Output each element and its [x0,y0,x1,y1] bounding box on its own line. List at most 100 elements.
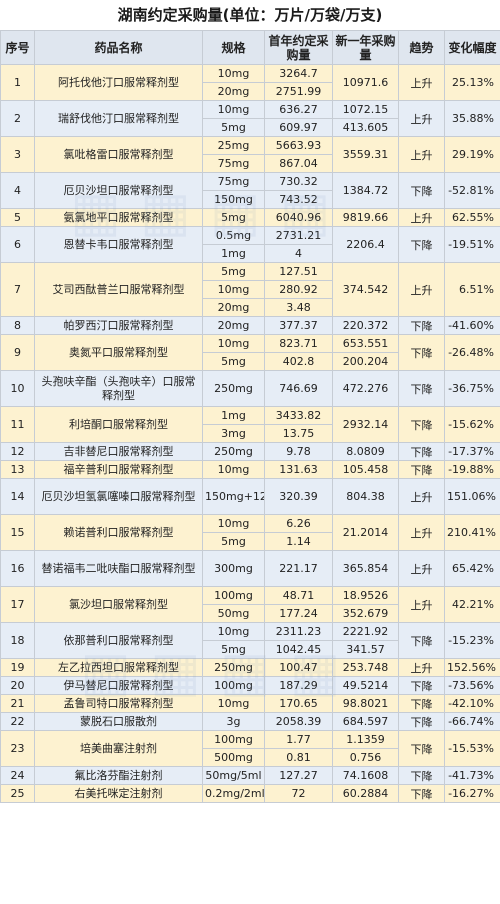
first-year-volume: 3264.7 [264,64,333,83]
first-year-volume: 320.39 [264,478,333,515]
first-year-volume: 2058.39 [264,712,333,731]
change-percent: -42.10% [444,694,500,713]
drug-spec: 75mg [202,172,265,191]
row-number: 20 [0,676,35,695]
header-first-year: 首年约定采购量 [264,30,333,65]
trend-label: 上升 [398,100,445,137]
trend-label: 下降 [398,226,445,263]
drug-spec: 0.5mg [202,226,265,245]
first-year-volume: 0.81 [264,748,333,767]
drug-spec: 10mg [202,622,265,641]
change-percent: 62.55% [444,208,500,227]
row-number: 14 [0,478,35,515]
drug-spec: 50mg [202,604,265,623]
row-number: 15 [0,514,35,551]
first-year-volume: 867.04 [264,154,333,173]
table-row: 8 帕罗西汀口服常释剂型 20mg 377.37 220.372 下降 -41.60% [0,316,500,335]
drug-spec: 100mg [202,730,265,749]
new-year-volume: 1072.15 [332,100,399,119]
first-year-volume: 131.63 [264,460,333,479]
drug-name: 左乙拉西坦口服常释剂型 [34,658,203,677]
row-number: 12 [0,442,35,461]
table-row: 24 氟比洛芬酯注射剂 50mg/5ml 127.27 74.1608 下降 -41.73% [0,766,500,785]
drug-spec: 100mg [202,586,265,605]
first-year-volume: 170.65 [264,694,333,713]
change-percent: 151.06% [444,478,500,515]
new-year-volume: 220.372 [332,316,399,335]
change-percent: 42.21% [444,586,500,623]
new-year-volume: 10971.6 [332,64,399,101]
drug-name: 氟比洛芬酯注射剂 [34,766,203,785]
change-percent: -73.56% [444,676,500,695]
first-year-volume: 48.71 [264,586,333,605]
trend-label: 下降 [398,766,445,785]
table-row: 18 依那普利口服常释剂型 10mg 2311.23 2221.92 下降 -15.23% [0,622,500,659]
trend-label: 上升 [398,658,445,677]
table-row: 20 伊马替尼口服常释剂型 100mg 187.29 49.5214 下降 -73.56% [0,676,500,695]
row-number: 5 [0,208,35,227]
drug-spec: 10mg [202,100,265,119]
table-row: 25 右美托咪定注射剂 0.2mg/2ml 72 60.2884 下降 -16.27% [0,784,500,803]
drug-spec: 25mg [202,136,265,155]
table-body: 1 阿托伐他汀口服常释剂型 10mg 3264.7 10971.6 上升 25.13% 20m… [0,64,500,803]
drug-name: 伊马替尼口服常释剂型 [34,676,203,695]
drug-name: 利培酮口服常释剂型 [34,406,203,443]
new-year-volume: 341.57 [332,640,399,659]
drug-name: 氯吡格雷口服常释剂型 [34,136,203,173]
first-year-volume: 1.77 [264,730,333,749]
first-year-volume: 72 [264,784,333,803]
header-name: 药品名称 [34,30,203,65]
drug-spec: 10mg [202,334,265,353]
change-percent: -15.62% [444,406,500,443]
drug-spec: 0.2mg/2ml [202,784,265,803]
change-percent: -17.37% [444,442,500,461]
row-number: 22 [0,712,35,731]
first-year-volume: 5663.93 [264,136,333,155]
first-year-volume: 746.69 [264,370,333,407]
drug-name: 赖诺普利口服常释剂型 [34,514,203,551]
new-year-volume: 8.0809 [332,442,399,461]
trend-label: 下降 [398,406,445,443]
header-no: 序号 [0,30,35,65]
header-row: 序号 药品名称 规格 首年约定采购量 新一年采购量 趋势 变化幅度 [0,30,500,65]
drug-name: 帕罗西汀口服常释剂型 [34,316,203,335]
drug-spec: 20mg [202,298,265,317]
table-row: 13 福辛普利口服常释剂型 10mg 131.63 105.458 下降 -19.88% [0,460,500,479]
drug-spec: 250mg [202,442,265,461]
table-row: 1 阿托伐他汀口服常释剂型 10mg 3264.7 10971.6 上升 25.13% [0,64,500,101]
drug-spec: 250mg [202,658,265,677]
new-year-volume: 352.679 [332,604,399,623]
drug-spec: 3g [202,712,265,731]
new-year-volume: 0.756 [332,748,399,767]
table-row: 20mg 2751.99 [1,82,500,101]
new-year-volume: 253.748 [332,658,399,677]
table-row: 10mg 280.92 [1,280,500,299]
first-year-volume: 402.8 [264,352,333,371]
row-number: 17 [0,586,35,623]
trend-label: 上升 [398,586,445,623]
table-row: 16 替诺福韦二吡呋酯口服常释剂型 300mg 221.17 365.854 上升 65.4… [0,550,500,587]
drug-spec: 5mg [202,208,265,227]
table-row: 75mg 867.04 [1,154,500,173]
trend-label: 下降 [398,784,445,803]
row-number: 11 [0,406,35,443]
row-number: 6 [0,226,35,263]
table-row: 500mg 0.81 0.756 [1,748,500,767]
trend-label: 下降 [398,712,445,731]
drug-spec: 250mg [202,370,265,407]
drug-name: 头孢呋辛酯（头孢呋辛）口服常释剂型 [34,370,203,407]
drug-name: 依那普利口服常释剂型 [34,622,203,659]
first-year-volume: 3433.82 [264,406,333,425]
new-year-volume: 105.458 [332,460,399,479]
first-year-volume: 100.47 [264,658,333,677]
drug-spec: 300mg [202,550,265,587]
first-year-volume: 127.51 [264,262,333,281]
table-row: 10 头孢呋辛酯（头孢呋辛）口服常释剂型 250mg 746.69 472.276 下降 -… [0,370,500,407]
drug-name: 厄贝沙坦氢氯噻嗪口服常释剂型 [34,478,203,515]
first-year-volume: 280.92 [264,280,333,299]
row-number: 21 [0,694,35,713]
table-row: 14厄贝沙坦氢氯噻嗪口服常释剂型150mg+12.5mg320.39804.38… [0,478,500,515]
table-row: 22 蒙脱石口服散剂 3g 2058.39 684.597 下降 -66.74% [0,712,500,731]
row-number: 3 [0,136,35,173]
change-percent: 152.56% [444,658,500,677]
